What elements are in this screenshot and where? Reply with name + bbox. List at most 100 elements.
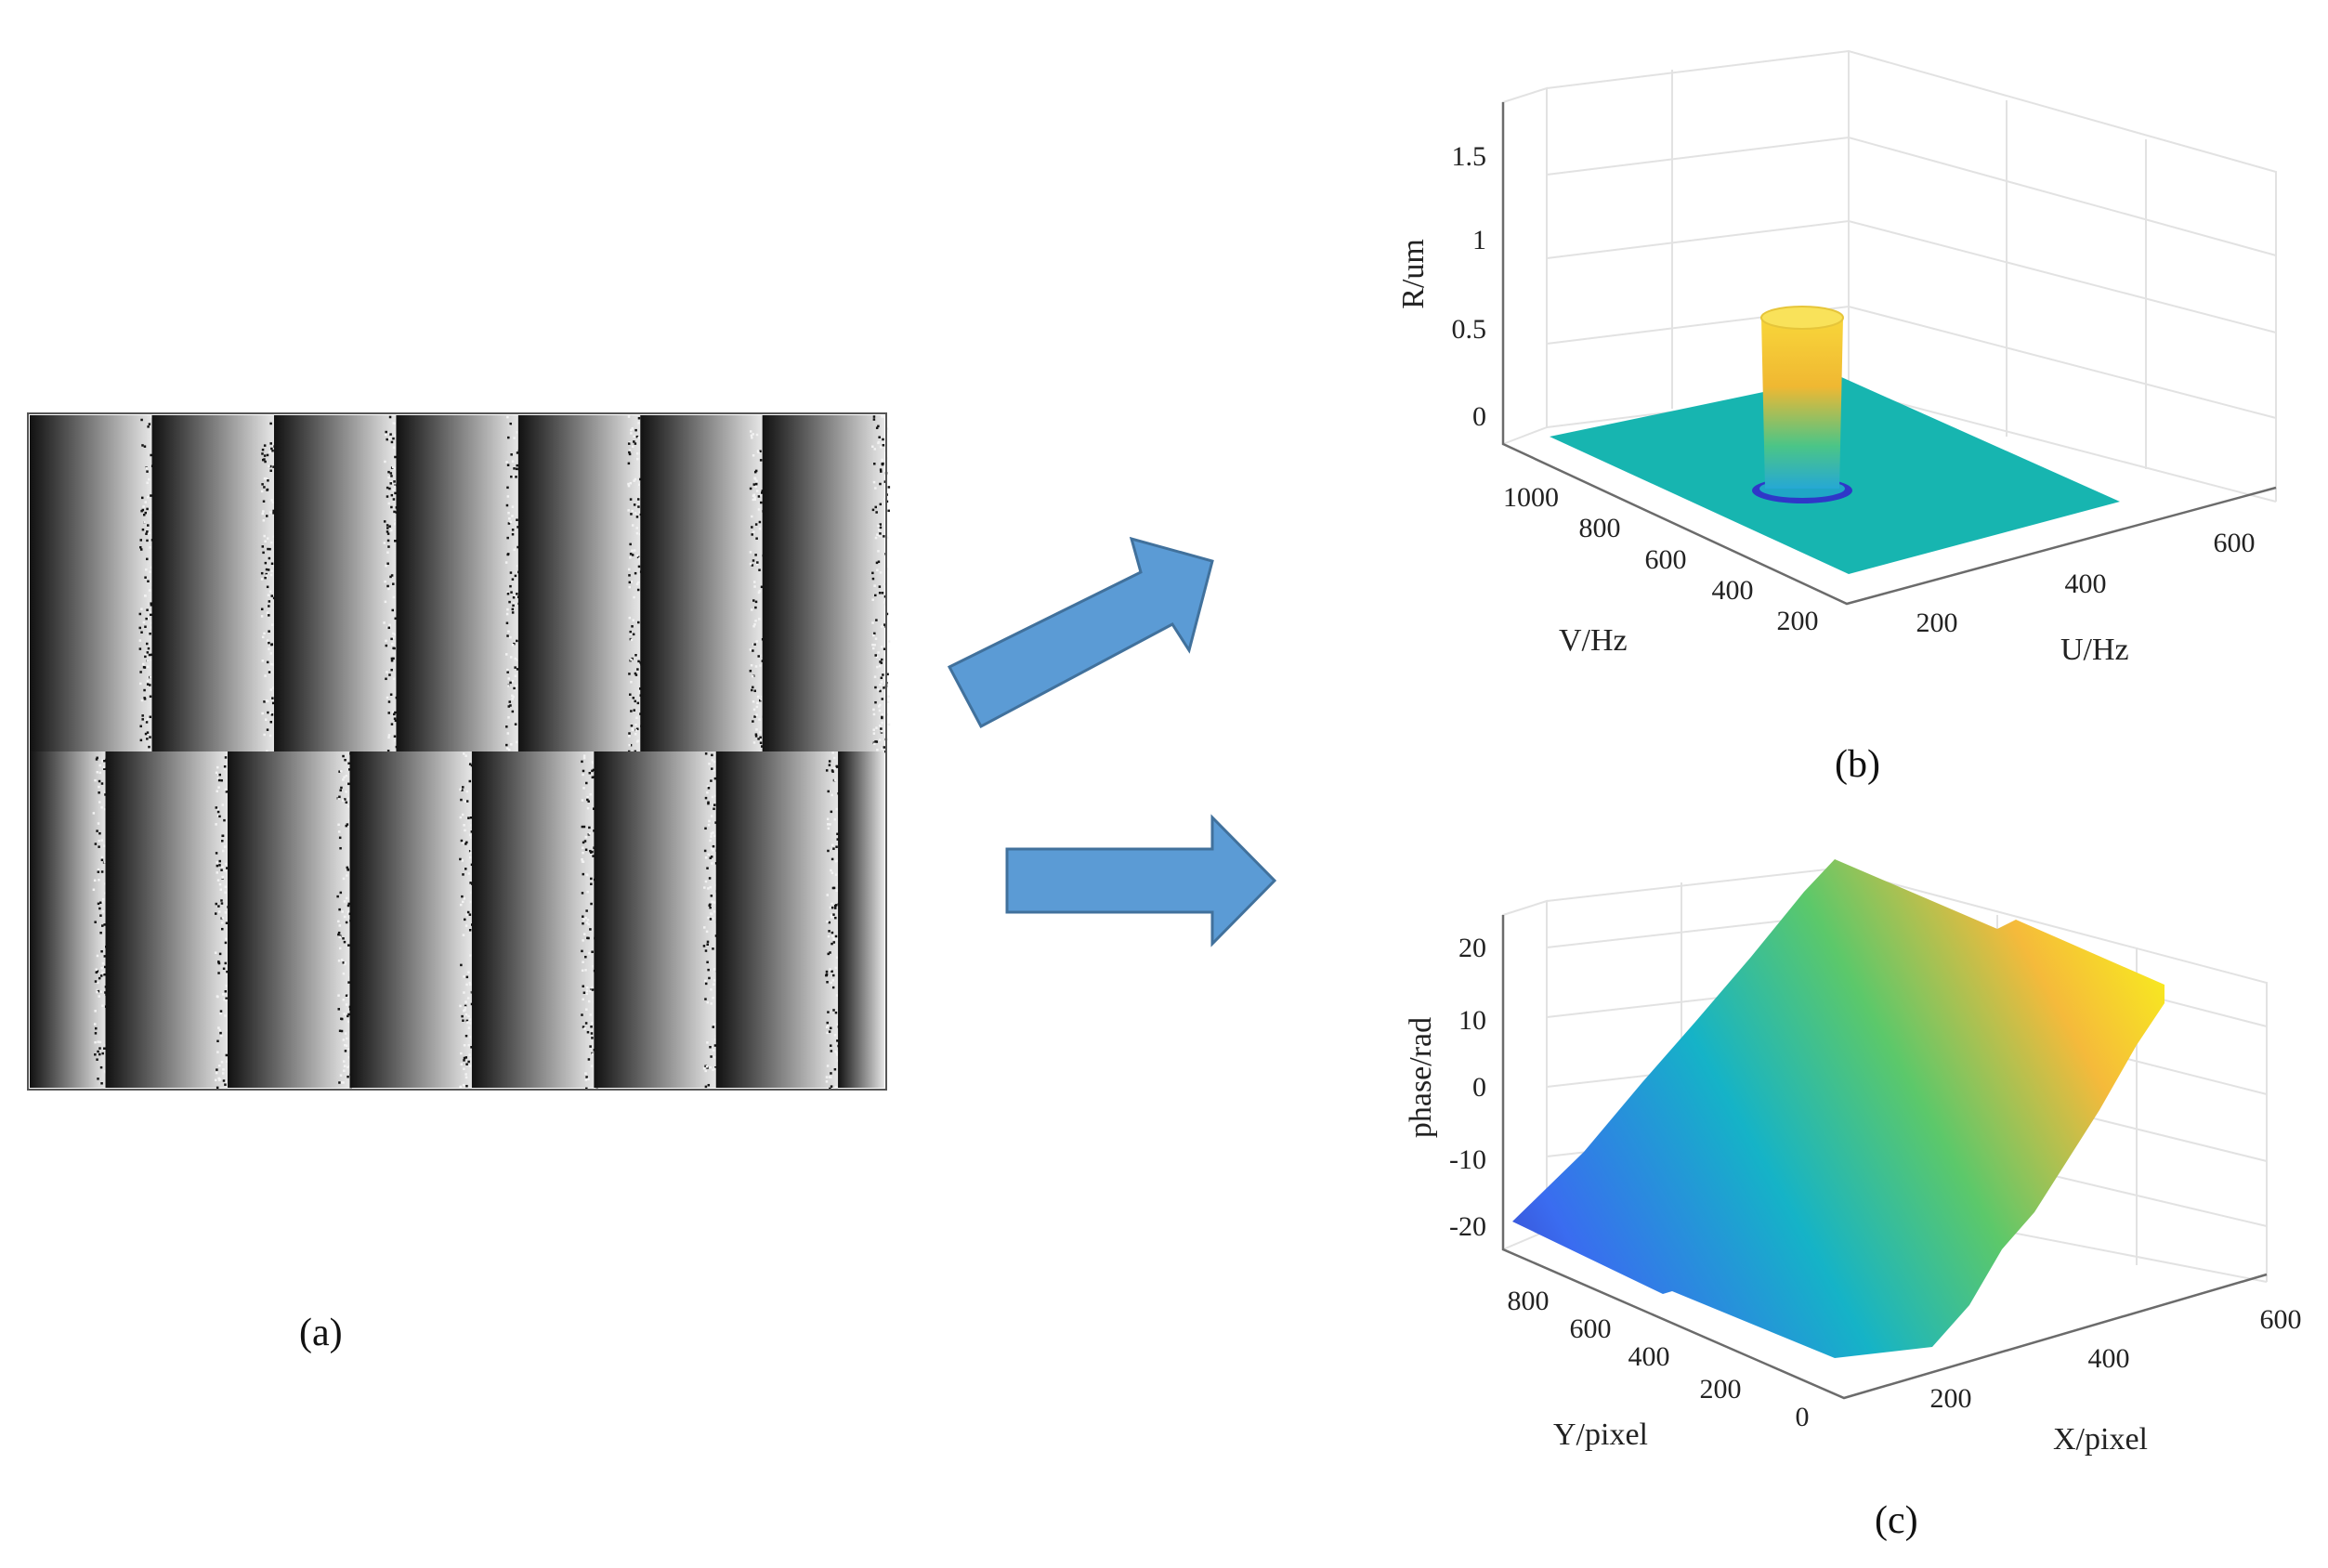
- fringe-noise: [143, 521, 146, 524]
- fringe-noise: [149, 736, 151, 738]
- fringe-noise: [469, 1018, 472, 1021]
- fringe-noise: [826, 1080, 829, 1083]
- fringe-noise: [462, 901, 464, 904]
- fringe-noise: [221, 866, 224, 869]
- fringe-noise: [507, 495, 510, 498]
- fringe-noise: [591, 1032, 594, 1035]
- fringe-noise: [711, 815, 713, 817]
- fringe-noise: [829, 1030, 831, 1033]
- fringe-noise: [881, 722, 883, 725]
- fringe-noise: [752, 559, 755, 562]
- fringe-noise: [264, 461, 267, 464]
- fringe-noise: [586, 990, 589, 993]
- fringe-noise: [99, 914, 102, 917]
- caption-c: (c): [1875, 1499, 1918, 1542]
- fringe-noise: [221, 921, 224, 924]
- fringe-noise: [830, 982, 832, 985]
- fringe-noise: [581, 858, 583, 861]
- fringe-noise: [634, 549, 636, 552]
- fringe-noise: [218, 779, 221, 782]
- fringe-noise: [871, 621, 874, 624]
- fringe-noise: [391, 441, 394, 444]
- fringe-noise: [751, 437, 753, 439]
- fringe-noise: [100, 1082, 103, 1085]
- fringe-noise: [633, 620, 635, 622]
- fringe-noise: [833, 941, 836, 944]
- chart-b-zlabel: R/um: [1396, 239, 1431, 309]
- chart-c-xlabel: X/pixel: [2053, 1422, 2148, 1457]
- fringe-noise: [581, 950, 583, 952]
- fringe-noise: [139, 613, 142, 616]
- fringe-noise: [710, 988, 713, 991]
- fringe-noise: [830, 1076, 832, 1078]
- fringe-noise: [872, 634, 875, 637]
- fringe-noise: [386, 527, 389, 529]
- fringe-noise: [634, 654, 637, 657]
- fringe-noise: [219, 1029, 222, 1032]
- fringe-noise: [261, 572, 264, 575]
- fringe-noise: [219, 953, 222, 956]
- fringe-noise: [143, 697, 146, 699]
- fringe-noise: [386, 487, 389, 490]
- fringe-noise: [751, 689, 753, 692]
- fringe-noise: [150, 696, 152, 699]
- fringe-noise: [342, 755, 345, 758]
- fringe-noise: [830, 943, 833, 946]
- fringe-noise: [468, 982, 471, 985]
- fringe-noise: [753, 709, 756, 712]
- fringe-noise: [93, 812, 96, 815]
- fringe-noise: [150, 676, 152, 679]
- fringe-noise: [512, 608, 515, 611]
- tick-label: 20: [1458, 933, 1486, 963]
- fringe-noise: [506, 554, 509, 556]
- fringe-noise: [262, 510, 265, 513]
- fringe-noise: [753, 585, 756, 588]
- fringe-noise: [385, 678, 387, 681]
- fringe-noise: [94, 1023, 97, 1026]
- fringe-noise: [829, 951, 831, 954]
- fringe-noise: [872, 728, 875, 731]
- fringe-noise: [585, 836, 588, 839]
- fringe-noise: [875, 619, 878, 621]
- fringe-noise: [583, 757, 586, 760]
- fringe-noise: [224, 768, 227, 771]
- fringe-noise: [883, 415, 885, 418]
- fringe-band: [30, 415, 151, 751]
- fringe-noise: [469, 856, 472, 859]
- fringe-noise: [339, 947, 342, 950]
- fringe-noise: [267, 728, 269, 731]
- fringe-noise: [98, 879, 100, 882]
- fringe-noise: [462, 1019, 464, 1022]
- fringe-noise: [464, 843, 467, 845]
- fringe-noise: [387, 588, 390, 591]
- fringe-noise: [464, 1044, 466, 1047]
- fringe-noise: [582, 939, 584, 942]
- fringe-noise: [226, 985, 229, 987]
- fringe-noise: [337, 921, 340, 923]
- fringe-noise: [704, 998, 707, 1000]
- fringe-noise: [874, 686, 877, 689]
- fringe-noise: [389, 416, 392, 419]
- fringe-noise: [387, 540, 390, 542]
- fringe-noise: [338, 1081, 341, 1084]
- fringe-noise: [585, 849, 588, 852]
- fringe-noise: [339, 1030, 342, 1033]
- fringe-noise: [384, 542, 386, 544]
- fringe-noise: [216, 791, 218, 793]
- fringe-noise: [394, 485, 397, 488]
- fringe-noise: [269, 591, 272, 594]
- fringe-noise: [391, 660, 394, 662]
- fringe-noise: [390, 529, 393, 532]
- fringe-noise: [220, 899, 223, 902]
- fringe-noise: [469, 882, 472, 884]
- fringe-noise: [630, 710, 633, 712]
- fringe-noise: [833, 887, 836, 890]
- fringe-noise: [94, 921, 97, 923]
- fringe-noise: [103, 1047, 106, 1050]
- fringe-noise: [467, 1061, 470, 1064]
- fringe-noise: [708, 763, 711, 765]
- fringe-noise: [338, 796, 341, 799]
- fringe-noise: [393, 713, 396, 716]
- fringe-noise: [636, 555, 639, 557]
- fringe-noise: [218, 1065, 221, 1067]
